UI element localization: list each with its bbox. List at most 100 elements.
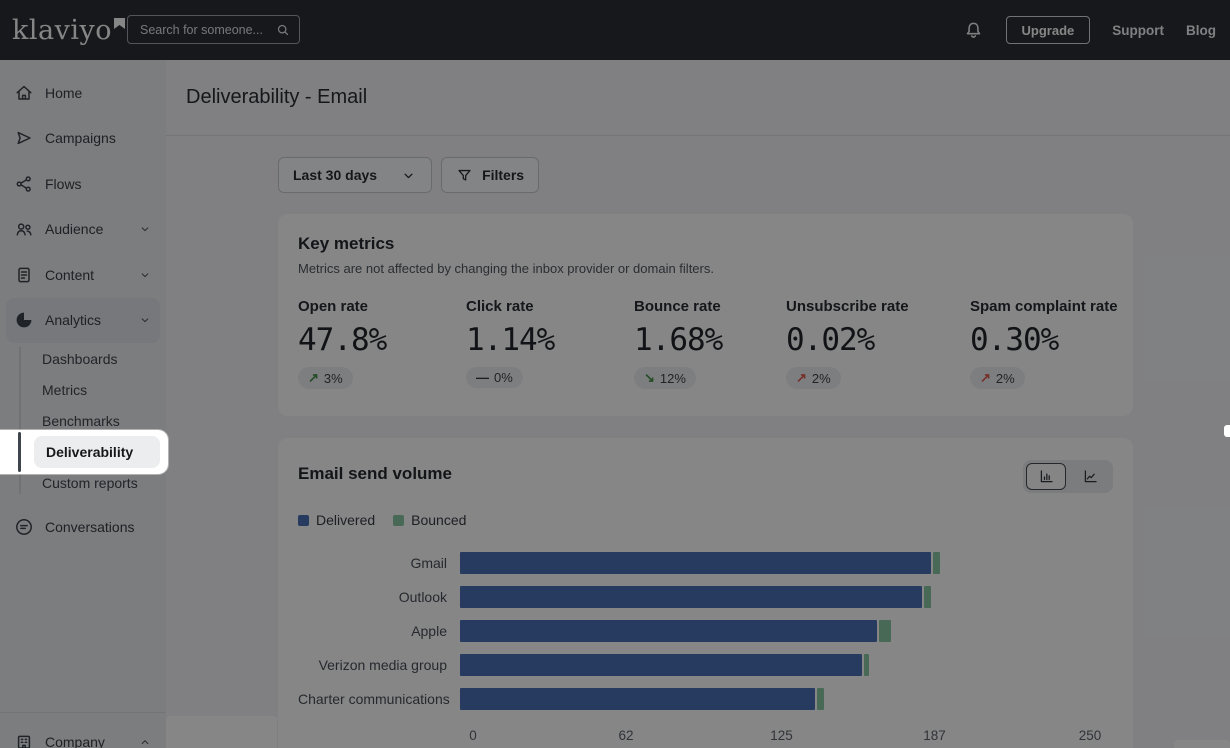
header-actions: Upgrade Support Blog	[963, 0, 1216, 60]
sidebar-item-audience[interactable]: Audience	[0, 207, 166, 253]
sidebar-item-flows[interactable]: Flows	[0, 161, 166, 207]
trend-badge: ↗ 2%	[786, 367, 841, 389]
metric-click-rate: Click rate 1.14% —0%	[466, 298, 634, 389]
metric-value: 1.68%	[634, 322, 723, 358]
metric-value: 0.02%	[786, 322, 875, 358]
sidebar-item-deliverability-spotlight[interactable]: Deliverability	[34, 436, 160, 468]
axis-tick: 0	[469, 728, 477, 743]
company-label: Company	[45, 734, 105, 748]
legend-bounced[interactable]: Bounced	[393, 512, 466, 528]
tour-edge-notch	[1224, 425, 1230, 437]
bar-chart-toggle[interactable]	[1026, 463, 1066, 490]
chart-row-outlook: Outlook	[298, 580, 1077, 614]
top-header: klaviyo Upgrade Support Blog	[0, 0, 1230, 60]
partial-element-bottom-left	[166, 716, 277, 748]
notification-bell-icon[interactable]	[963, 20, 984, 41]
company-icon	[14, 732, 34, 748]
title-divider	[166, 135, 1230, 136]
axis-tick: 250	[1078, 728, 1102, 743]
main-content: Deliverability - Email Last 30 days Filt…	[166, 60, 1230, 748]
legend-delivered[interactable]: Delivered	[298, 512, 375, 528]
line-chart-toggle[interactable]	[1070, 463, 1110, 490]
sidebar-subitem-dashboards[interactable]: Dashboards	[42, 350, 118, 367]
key-metrics-subtitle: Metrics are not affected by changing the…	[298, 261, 714, 276]
bar-delivered-gmail	[460, 552, 931, 574]
bar-chart-icon	[1038, 468, 1055, 485]
klaviyo-wordmark: klaviyo	[12, 14, 112, 46]
metric-value: 1.14%	[466, 322, 555, 358]
chart-x-axis: 0 62 125 187 250	[469, 728, 1101, 746]
person-search[interactable]	[127, 15, 300, 44]
sidebar-nav: Home Campaigns Flows Audience Content Analyti…	[0, 60, 166, 748]
metric-open-rate: Open rate 47.8% ↗ 3%	[298, 298, 466, 389]
sidebar-subitem-custom-reports[interactable]: Custom reports	[42, 474, 138, 491]
page-title: Deliverability - Email	[186, 86, 368, 108]
date-range-dropdown[interactable]: Last 30 days	[278, 157, 433, 193]
trend-up-icon: ↗	[308, 370, 319, 385]
klaviyo-flag-icon	[114, 17, 125, 29]
trend-down-icon: ↘	[644, 370, 655, 385]
trend-flat-icon: —	[476, 370, 489, 385]
search-icon	[275, 22, 291, 38]
metric-unsubscribe-rate: Unsubscribe rate 0.02% ↗ 2%	[786, 298, 970, 389]
send-volume-title: Email send volume	[298, 464, 452, 483]
sidebar-item-campaigns[interactable]: Campaigns	[0, 116, 166, 162]
trend-badge: —0%	[466, 367, 523, 388]
search-input[interactable]	[138, 21, 275, 38]
bar-bounced-charter-communications	[817, 688, 824, 710]
axis-tick: 62	[618, 728, 634, 743]
sidebar-item-content[interactable]: Content	[0, 252, 166, 298]
filters-button[interactable]: Filters	[441, 157, 540, 193]
metric-value: 47.8%	[298, 322, 387, 358]
filter-controls: Last 30 days Filters	[278, 157, 540, 193]
chevron-down-icon	[138, 222, 152, 236]
chart-row-verizon-media-group: Verizon media group	[298, 648, 1077, 682]
bar-chart: Gmail Outlook Apple Verizon media group Char…	[298, 546, 1077, 716]
bar-bounced-verizon-media-group	[864, 654, 869, 676]
bar-delivered-charter-communications	[460, 688, 815, 710]
chart-legend: Delivered Bounced	[298, 512, 466, 528]
metric-spam-complaint-rate: Spam complaint rate 0.30% ↗ 2%	[970, 298, 1118, 389]
bar-delivered-verizon-media-group	[460, 654, 862, 676]
trend-badge: ↗ 2%	[970, 367, 1025, 389]
chevron-down-icon	[400, 167, 417, 184]
metric-value: 0.30%	[970, 322, 1059, 358]
chart-row-gmail: Gmail	[298, 546, 1077, 580]
trend-up-icon: ↗	[796, 370, 807, 385]
sidebar-company-section: Company	[0, 712, 166, 748]
sidebar-item-conversations[interactable]: Conversations	[0, 504, 166, 550]
axis-tick: 187	[923, 728, 946, 743]
send-volume-card: Email send volume Delivered Bounced Gmail…	[278, 438, 1133, 748]
chart-type-toggle	[1023, 460, 1113, 493]
sidebar-subitem-benchmarks[interactable]: Benchmarks	[42, 412, 120, 429]
key-metrics-title: Key metrics	[298, 234, 395, 253]
sidebar-subitem-metrics[interactable]: Metrics	[42, 381, 88, 398]
key-metrics-card: Key metrics Metrics are not affected by …	[278, 214, 1133, 416]
klaviyo-logo[interactable]: klaviyo	[12, 17, 125, 44]
blog-link[interactable]: Blog	[1186, 22, 1216, 38]
chevron-down-icon	[138, 268, 152, 282]
metric-bounce-rate: Bounce rate 1.68% ↘ 12%	[634, 298, 786, 389]
trend-badge: ↘ 12%	[634, 367, 696, 389]
chevron-down-icon	[138, 313, 152, 327]
subnav-tree-line	[19, 347, 21, 494]
bar-bounced-apple	[879, 620, 891, 642]
chart-row-apple: Apple	[298, 614, 1077, 648]
bar-delivered-outlook	[460, 586, 922, 608]
trend-badge: ↗ 3%	[298, 367, 353, 389]
sidebar-item-home[interactable]: Home	[0, 70, 166, 116]
bar-bounced-gmail	[933, 552, 940, 574]
bar-bounced-outlook	[924, 586, 931, 608]
company-switcher[interactable]: Company	[0, 721, 166, 748]
line-chart-icon	[1082, 468, 1099, 485]
sidebar-item-analytics[interactable]: Analytics	[6, 297, 160, 343]
bar-delivered-apple	[460, 620, 877, 642]
partial-element-bottom-right	[1174, 740, 1230, 748]
support-link[interactable]: Support	[1112, 22, 1164, 38]
tour-spotlight: Deliverability	[0, 430, 168, 474]
chart-row-charter-communications: Charter communications	[298, 682, 1077, 716]
chevron-up-icon	[138, 735, 152, 748]
funnel-icon	[456, 167, 473, 184]
active-item-indicator	[18, 432, 21, 472]
upgrade-button[interactable]: Upgrade	[1005, 16, 1091, 44]
